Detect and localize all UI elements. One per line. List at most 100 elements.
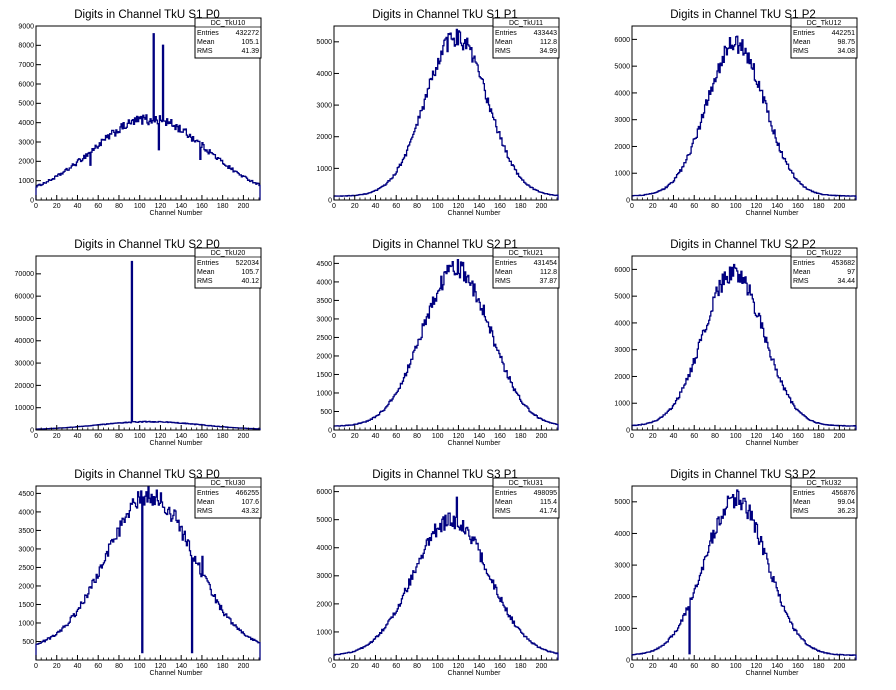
- y-tick-label: 1000: [18, 620, 34, 627]
- x-tick-label: 120: [155, 203, 167, 210]
- chart-title: Digits in Channel TkU S1 P0: [74, 9, 220, 21]
- histogram-series-line: [333, 496, 559, 660]
- x-tick-label: 40: [74, 433, 82, 440]
- histogram-panel: Digits in Channel TkU S2 P0 0 20 40 60 80 100 1…: [15, 239, 262, 447]
- stats-box: [492, 247, 560, 289]
- stats-label: RMS: [197, 48, 213, 55]
- plot-frame: [35, 485, 261, 661]
- x-tick-label: 200: [834, 433, 846, 440]
- x-tick-label: 80: [711, 203, 719, 210]
- x-tick-label: 120: [155, 433, 167, 440]
- histogram-panel: Digits in Channel TkU S3 P0 0 20 40 60 80 100 1…: [18, 469, 262, 677]
- x-axis-label: Channel Number: [448, 210, 502, 217]
- x-tick-label: 40: [670, 433, 678, 440]
- y-tick-label: 0: [328, 197, 332, 204]
- stats-label: RMS: [495, 508, 511, 515]
- histogram-panel: Digits in Channel TkU S2 P2 0 20 40 60 80 100 1…: [614, 239, 858, 447]
- y-tick-label: 3000: [316, 316, 332, 323]
- x-tick-label: 0: [34, 203, 38, 210]
- x-tick-label: 140: [473, 433, 485, 440]
- stats-label: Mean: [793, 39, 811, 46]
- histogram-panel: Digits in Channel TkU S1 P1 0 20 40 60 80 100 1…: [316, 9, 560, 217]
- x-axis-label: Channel Number: [448, 670, 502, 677]
- y-tick-label: 5000: [614, 499, 630, 506]
- stats-label: RMS: [793, 508, 809, 515]
- y-tick-label: 1500: [18, 602, 34, 609]
- x-tick-label: 140: [175, 433, 187, 440]
- stats-name: DC_TkU31: [509, 480, 544, 487]
- stats-value: 36.23: [837, 508, 855, 515]
- x-tick-label: 160: [494, 433, 506, 440]
- y-tick-label: 1000: [614, 626, 630, 633]
- stats-value: 466255: [236, 490, 259, 497]
- stats-box: [790, 477, 858, 519]
- y-tick-label: 6000: [18, 81, 34, 88]
- x-tick-label: 100: [432, 433, 444, 440]
- x-tick-label: 60: [392, 203, 400, 210]
- x-tick-label: 80: [413, 433, 421, 440]
- y-tick-label: 0: [328, 427, 332, 434]
- x-tick-label: 140: [473, 203, 485, 210]
- x-tick-label: 100: [730, 433, 742, 440]
- y-tick-label: 0: [30, 427, 34, 434]
- x-tick-label: 160: [196, 433, 208, 440]
- x-tick-label: 180: [813, 663, 825, 670]
- stats-box: [194, 17, 262, 59]
- stats-value: 98.75: [837, 39, 855, 46]
- x-tick-label: 200: [238, 203, 250, 210]
- x-tick-label: 0: [630, 203, 634, 210]
- y-tick-label: 2500: [316, 335, 332, 342]
- y-tick-label: 0: [626, 427, 630, 434]
- x-axis-label: Channel Number: [746, 210, 800, 217]
- y-tick-label: 2000: [614, 594, 630, 601]
- y-tick-label: 4000: [614, 531, 630, 538]
- y-tick-label: 70000: [15, 271, 35, 278]
- x-tick-label: 60: [690, 663, 698, 670]
- stats-value: 43.32: [241, 508, 259, 515]
- stats-box: [790, 17, 858, 59]
- stats-label: Entries: [495, 30, 517, 37]
- x-tick-label: 80: [413, 663, 421, 670]
- y-tick-label: 2000: [18, 583, 34, 590]
- y-tick-label: 5000: [614, 64, 630, 71]
- x-tick-label: 180: [813, 203, 825, 210]
- x-tick-label: 160: [792, 663, 804, 670]
- x-axis-label: Channel Number: [150, 670, 204, 677]
- y-tick-label: 4000: [614, 90, 630, 97]
- x-tick-label: 180: [217, 433, 229, 440]
- chart-title: Digits in Channel TkU S2 P2: [670, 239, 816, 251]
- stats-value: 37.87: [539, 278, 557, 285]
- x-tick-label: 60: [94, 433, 102, 440]
- x-tick-label: 0: [630, 663, 634, 670]
- y-tick-label: 6000: [316, 489, 332, 496]
- x-tick-label: 160: [196, 663, 208, 670]
- y-tick-label: 1000: [18, 178, 34, 185]
- x-tick-label: 0: [34, 663, 38, 670]
- stats-label: Mean: [495, 499, 513, 506]
- stats-label: RMS: [197, 278, 213, 285]
- y-tick-label: 3000: [614, 347, 630, 354]
- x-tick-label: 180: [515, 433, 527, 440]
- x-tick-label: 120: [453, 203, 465, 210]
- stats-label: Mean: [495, 269, 513, 276]
- histogram-series-line: [631, 263, 857, 430]
- x-tick-label: 20: [351, 433, 359, 440]
- histogram-panel: Digits in Channel TkU S3 P2 0 20 40 60 80 100 1…: [614, 469, 858, 677]
- stats-label: Entries: [495, 490, 517, 497]
- plot-frame: [333, 25, 559, 201]
- stats-name: DC_TkU30: [211, 480, 246, 487]
- y-tick-label: 1000: [316, 629, 332, 636]
- y-tick-label: 1000: [614, 401, 630, 408]
- x-tick-label: 160: [792, 203, 804, 210]
- stats-label: Entries: [197, 490, 219, 497]
- chart-title: Digits in Channel TkU S3 P1: [372, 469, 518, 481]
- y-tick-label: 1000: [614, 171, 630, 178]
- stats-value: 456876: [832, 490, 855, 497]
- histogram-series-line: [631, 489, 857, 660]
- y-tick-label: 9000: [18, 23, 34, 30]
- stats-label: Mean: [793, 269, 811, 276]
- y-tick-label: 1000: [316, 166, 332, 173]
- stats-value: 105.7: [241, 269, 259, 276]
- x-tick-label: 200: [238, 663, 250, 670]
- plot-frame: [631, 255, 857, 431]
